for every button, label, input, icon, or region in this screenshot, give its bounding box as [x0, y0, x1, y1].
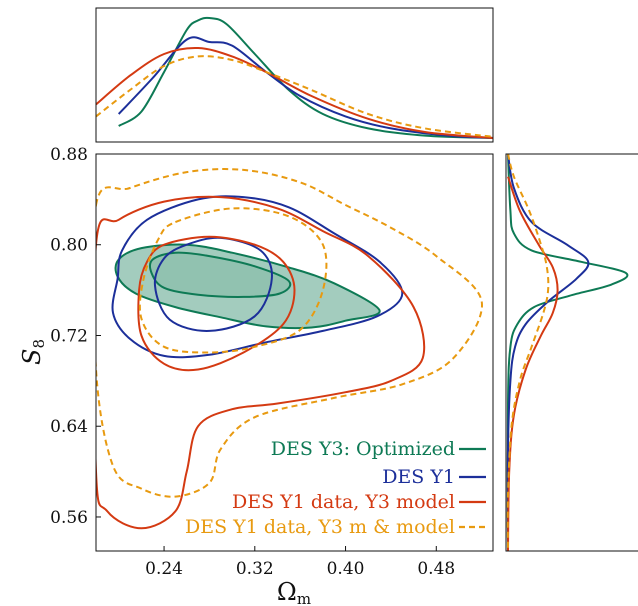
y-tick-label: 0.64: [50, 417, 88, 437]
legend: DES Y3: Optimized DES Y1 DES Y1 data, Y3 m…: [185, 438, 486, 538]
legend-label-des-y1-data-y3-model: DES Y1 data, Y3 model: [232, 491, 455, 513]
des-y1-contour-95: [111, 195, 404, 359]
x-tick-label: 0.48: [417, 559, 455, 579]
main-panel-frame: [95, 153, 494, 552]
des-y1-data-y3-m-model-omega-marginal: [96, 55, 493, 138]
des-y3-optimized-s8-marginal: [506, 154, 629, 551]
legend-label-des-y3-optimized: DES Y3: Optimized: [271, 438, 455, 460]
des-y1-s8-marginal: [506, 154, 590, 551]
y-axis-ticks: 0.56 0.64 0.72 0.80 0.88: [50, 145, 101, 528]
x-tick-label: 0.40: [327, 559, 365, 579]
s8-marginal-curves: [506, 154, 629, 551]
des-y1-data-y3-model-s8-marginal: [507, 176, 559, 551]
des-y3-optimized-contour-95: [114, 243, 381, 330]
des-y3-optimized-omega-marginal: [118, 16, 493, 139]
main-contour-panel: 0.24 0.32 0.40 0.48 0.56 0.64 0.72 0.80 0.88 Ωm…: [18, 145, 494, 606]
des-y1-data-y3-model-omega-marginal: [96, 46, 493, 139]
y-tick-label: 0.72: [50, 326, 88, 346]
x-tick-label: 0.24: [145, 559, 183, 579]
des-y1-data-y3-model-contour-68: [137, 235, 296, 372]
des-y1-data-y3-model-contour-95: [96, 195, 426, 530]
contour-layer: [96, 168, 483, 530]
omega-marginal-panel: [95, 7, 494, 143]
top-panel-frame: [95, 7, 494, 143]
s8-marginal-panel: [505, 153, 638, 552]
y-tick-label: 0.80: [50, 236, 88, 256]
right-panel-frame: [505, 153, 638, 552]
legend-label-des-y1: DES Y1: [382, 466, 455, 488]
legend-label-des-y1-data-y3-m-model: DES Y1 data, Y3 m & model: [185, 516, 455, 538]
y-tick-label: 0.56: [50, 508, 88, 528]
x-axis-label: Ωm: [277, 578, 311, 606]
y-tick-label: 0.88: [50, 145, 88, 165]
omega-marginal-curves: [96, 16, 493, 139]
x-axis-ticks: 0.24 0.32 0.40 0.48: [145, 546, 455, 579]
des-y1-data-y3-m-model-contour-68: [138, 207, 328, 354]
des-y3-optimized-contour-68: [148, 251, 292, 298]
des-y1-data-y3-m-model-contour-95: [96, 168, 483, 498]
des-y1-data-y3-m-model-s8-marginal: [506, 154, 550, 551]
x-tick-label: 0.32: [236, 559, 274, 579]
y-axis-label: S8: [18, 339, 48, 365]
